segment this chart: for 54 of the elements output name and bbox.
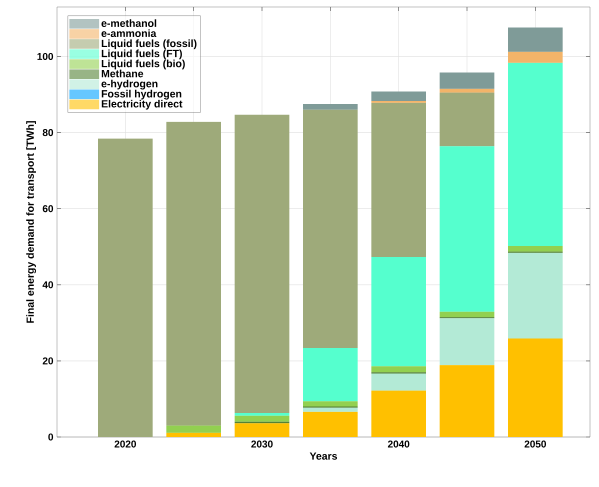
bar [303, 408, 358, 412]
bar [234, 416, 290, 422]
y-tick-label: 100 [37, 52, 54, 60]
legend-label: e-ammonia [102, 29, 156, 38]
x-tick-label: 2020 [114, 440, 136, 448]
legend-label: Liquid fuels (FT) [102, 50, 182, 60]
y-tick-label: 20 [42, 357, 54, 364]
legend-label: Liquid fuels (bio) [102, 60, 185, 70]
bar [303, 348, 358, 402]
bar [440, 72, 494, 89]
bar [440, 312, 494, 318]
bar [440, 365, 494, 437]
bar [371, 102, 426, 258]
x-tick-label: 2050 [524, 440, 546, 448]
bar [371, 366, 426, 372]
bar [303, 401, 358, 407]
legend-label: Methane [102, 70, 144, 78]
bar [440, 92, 494, 146]
legend-label: e-methanol [102, 19, 156, 27]
bar [303, 104, 358, 110]
bar [508, 52, 563, 63]
bar [166, 432, 221, 437]
bar [234, 114, 290, 414]
x-axis-title: Years [310, 452, 338, 460]
bar [508, 252, 563, 338]
bar [303, 110, 358, 348]
legend-label: Fossil hydrogen [102, 90, 182, 100]
x-tick-label: 2040 [388, 440, 410, 448]
bar [440, 146, 494, 312]
legend-label: Liquid fuels (fossil) [102, 39, 196, 50]
bar [166, 426, 221, 433]
bar [508, 62, 563, 246]
bar [303, 412, 358, 437]
bar [234, 423, 290, 437]
bar [371, 373, 426, 391]
legend-label: Electricity direct [102, 100, 182, 110]
x-tick-label: 2030 [251, 440, 273, 448]
bar [371, 91, 426, 101]
y-tick-label: 60 [42, 205, 54, 212]
y-tick-label: 0 [48, 433, 54, 441]
legend-label: e-hydrogen [102, 80, 158, 90]
bar [508, 338, 563, 437]
bar [440, 318, 494, 366]
bar [440, 88, 494, 93]
y-tick-label: 80 [42, 129, 54, 136]
bar [98, 138, 153, 437]
bar [371, 390, 426, 437]
bar [508, 28, 563, 52]
y-axis-title: Final energy demand for transport [TWh] [26, 121, 36, 323]
y-tick-label: 40 [42, 281, 54, 288]
bar [234, 413, 290, 416]
bar [166, 122, 221, 426]
bar [508, 246, 563, 252]
bar [371, 257, 426, 366]
